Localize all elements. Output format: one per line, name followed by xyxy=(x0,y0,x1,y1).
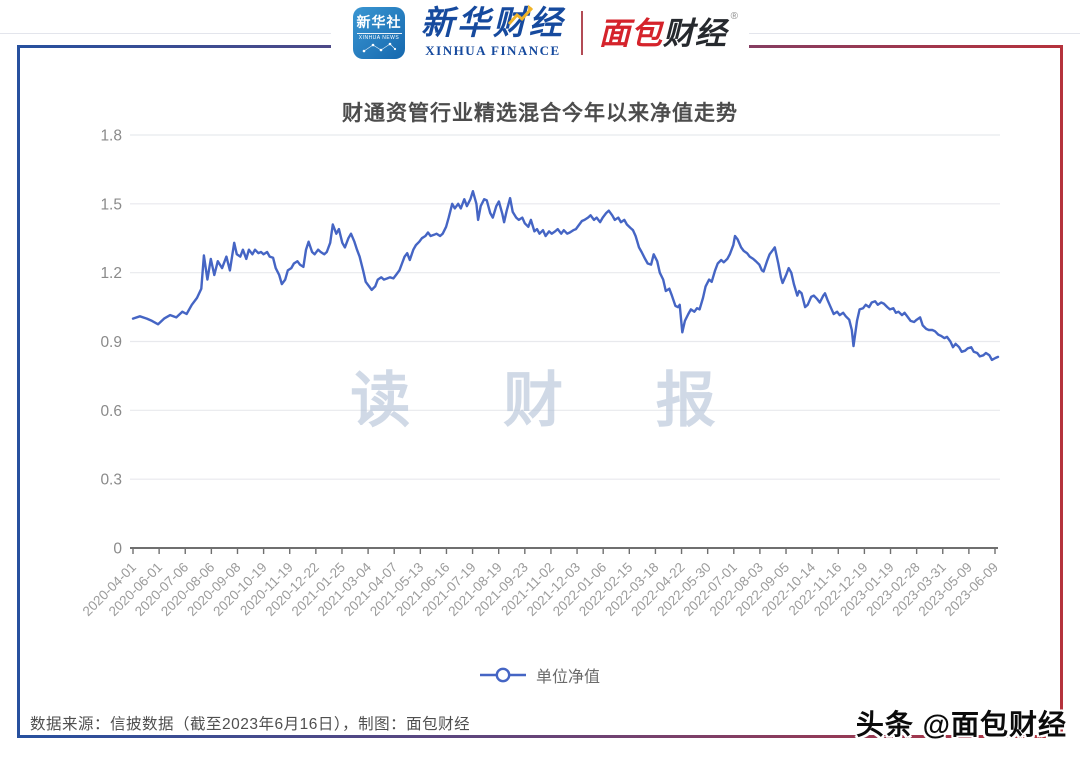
legend-label: 单位净值 xyxy=(535,669,600,686)
mianbao-logo-part1: 面包 xyxy=(599,15,663,51)
xinhua-news-app-icon: 新华社 XINHUA NEWS xyxy=(353,7,405,59)
chart-title: 财通资管行业精选混合今年以来净值走势 xyxy=(342,102,738,125)
xinhua-finance-logo: 新华财经 XINHUA FINANCE xyxy=(421,4,565,59)
xinhua-news-icon-sublabel: XINHUA NEWS xyxy=(358,35,400,41)
y-axis-tick-label: 0.6 xyxy=(100,403,122,420)
header-logo-bar: 新华社 XINHUA NEWS 新华财经 XINHUA FINANCE 面包财经… xyxy=(331,0,749,66)
constellation-icon xyxy=(362,42,397,53)
stock-spark-icon xyxy=(507,4,534,25)
y-axis-tick-label: 0.9 xyxy=(100,334,122,351)
registered-mark: ® xyxy=(730,10,739,22)
data-source-note: 数据来源：信披数据（截至2023年6月16日），制图：面包财经 xyxy=(30,716,471,733)
xinhua-finance-cn: 新华财经 xyxy=(421,5,565,42)
y-axis-tick-label: 0.3 xyxy=(100,472,122,489)
y-axis-tick-label: 0 xyxy=(113,541,122,558)
y-axis-tick-label: 1.8 xyxy=(100,128,122,145)
legend-line-marker-icon xyxy=(479,667,526,683)
y-axis-tick-label: 1.5 xyxy=(100,196,122,213)
toutiao-credit: 头条 @面包财经 xyxy=(855,709,1067,740)
watermark: 读 财 报 xyxy=(350,367,754,434)
chart-card xyxy=(17,45,1063,738)
unit-net-value-series-line xyxy=(131,189,1000,362)
xinhua-news-icon-label: 新华社 xyxy=(356,12,402,34)
mianbao-caijing-logo: 面包财经 ® xyxy=(599,11,738,51)
legend: 单位净值 xyxy=(0,663,1080,687)
xinhua-finance-en: XINHUA FINANCE xyxy=(425,42,561,58)
mianbao-logo-part2: 财经 xyxy=(663,15,727,51)
logo-divider xyxy=(581,11,583,55)
y-axis-tick-label: 1.2 xyxy=(100,265,122,282)
